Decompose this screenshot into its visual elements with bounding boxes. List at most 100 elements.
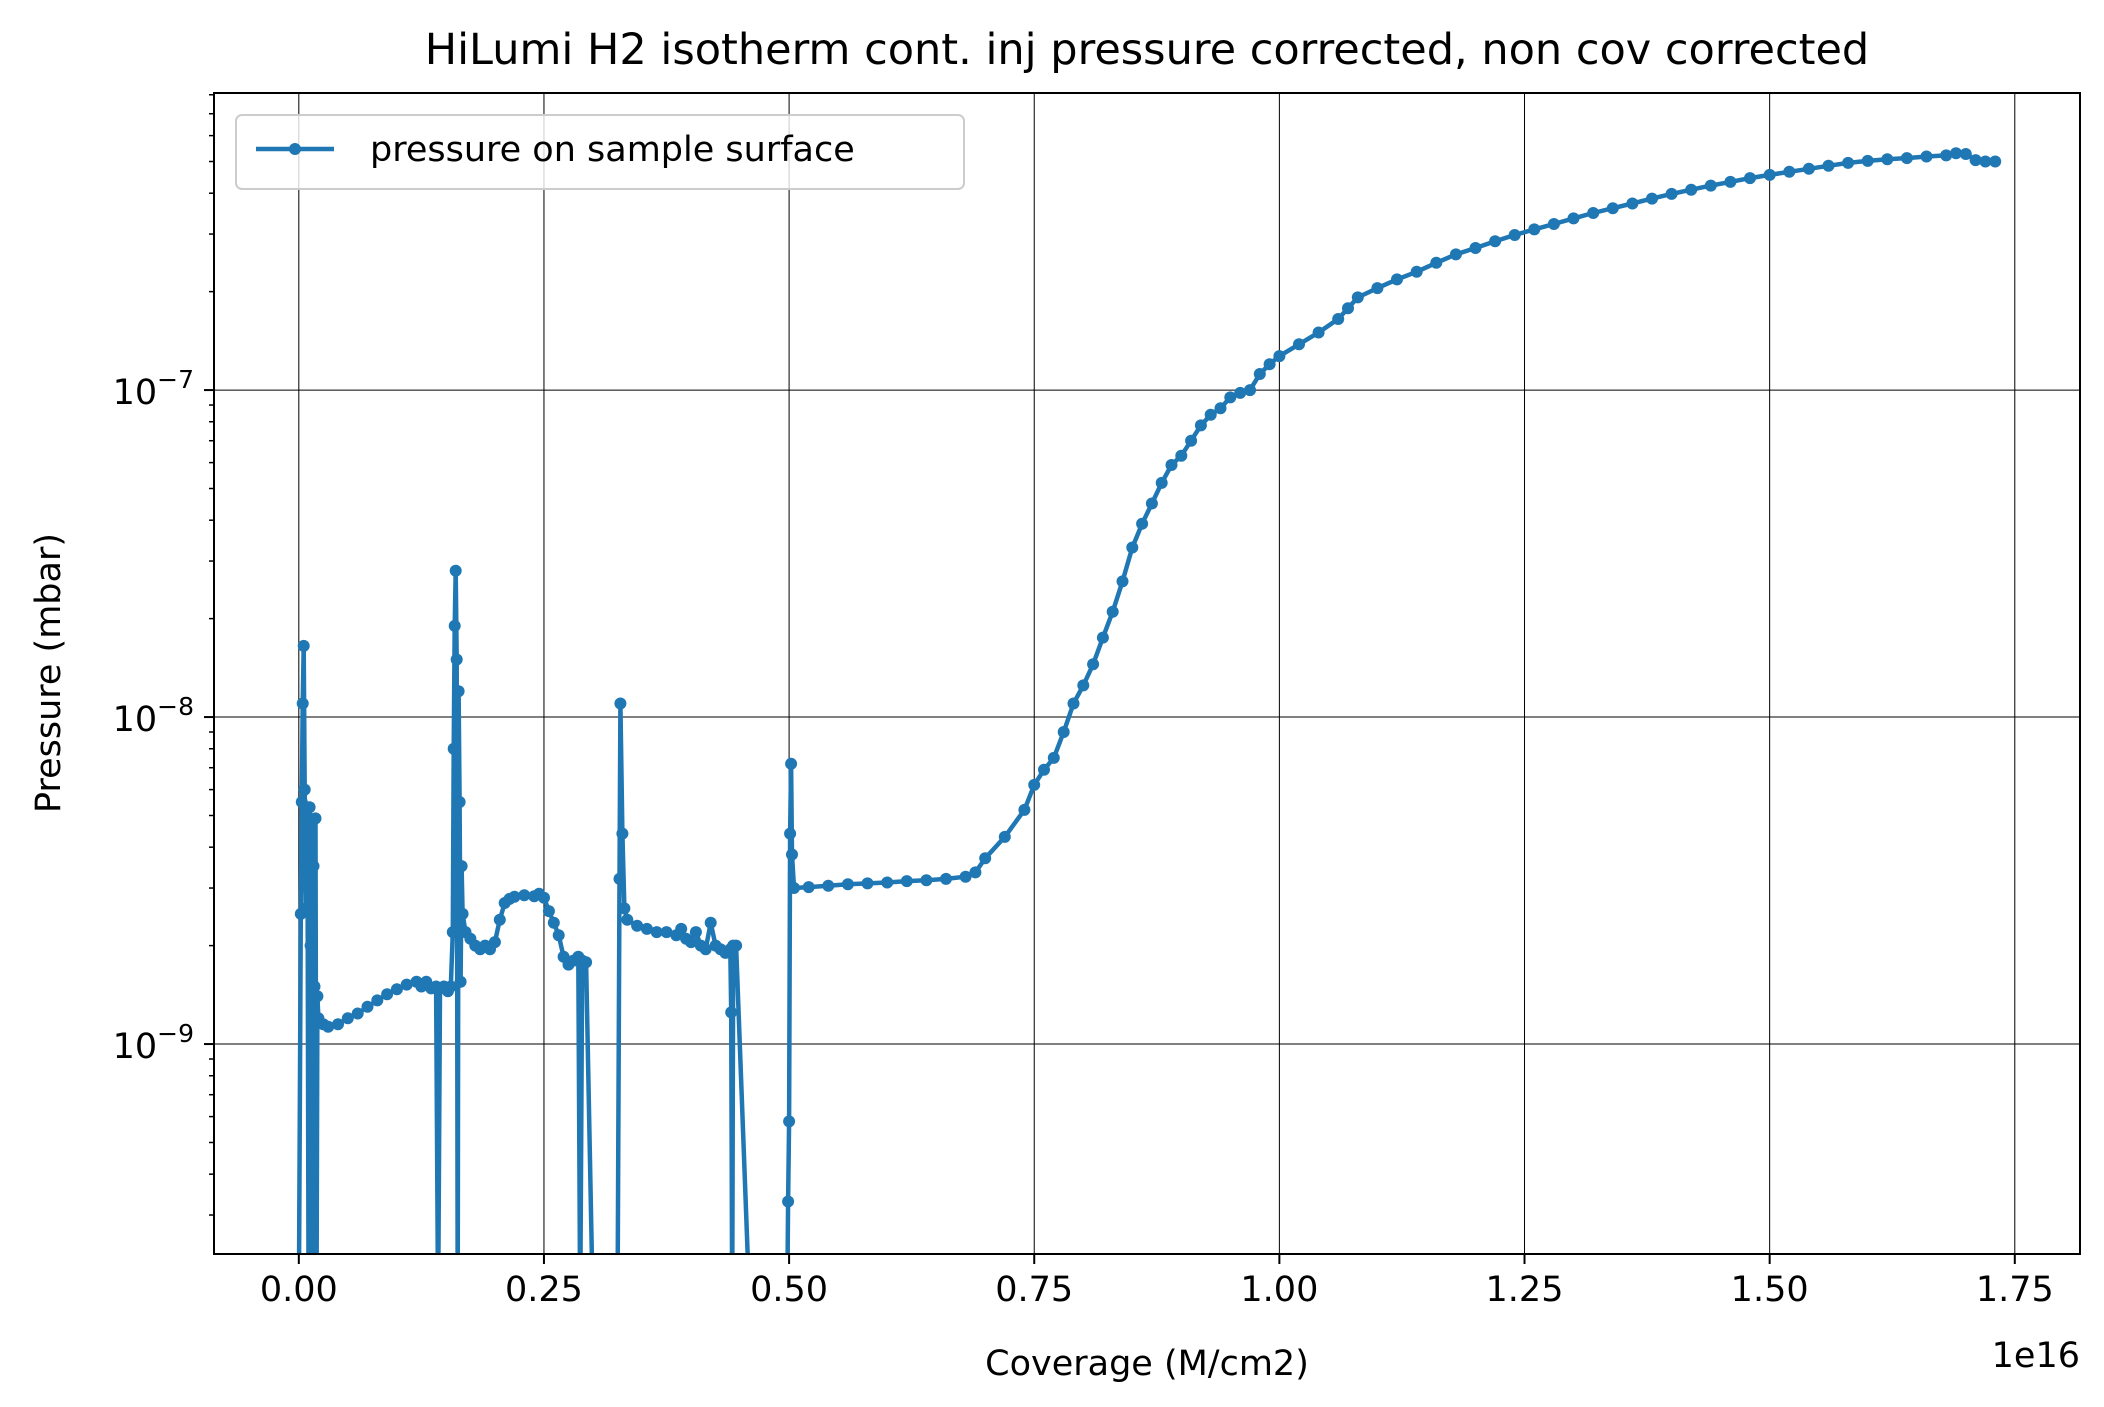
data-point [920,874,933,887]
data-point [322,1020,335,1033]
data-point [881,876,894,889]
data-point [446,926,459,939]
data-point [447,742,460,755]
data-point [1136,517,1149,530]
data-point [1028,778,1041,791]
y-tick-label: 10−7 [113,365,194,413]
data-point [547,916,560,929]
data-point [298,783,311,796]
data-point [1126,541,1139,554]
legend-marker-icon [289,143,301,155]
data-point [784,827,797,840]
data-point [1185,434,1198,447]
data-point [456,907,469,920]
data-point [1263,358,1276,371]
data-point [1587,207,1600,219]
data-point [1646,192,1658,205]
data-point [1067,697,1080,710]
data-point [308,980,321,993]
data-point [979,852,992,865]
x-tick-label: 1.00 [1240,1270,1318,1310]
data-point [309,812,322,825]
legend-box [235,114,965,190]
data-point [1665,187,1678,200]
data-point [1528,223,1541,236]
data-point [689,926,702,939]
data-point [450,653,463,666]
data-point [785,757,798,770]
data-point [802,881,815,894]
data-point [1371,282,1384,295]
plot-area [214,93,2080,1254]
data-point [508,890,521,903]
data-point [299,902,312,915]
data-point [1155,476,1168,489]
data-point [1351,291,1364,304]
data-point [1685,183,1698,196]
data-point [631,919,644,932]
data-point [552,929,565,942]
x-tick-label: 1.25 [1486,1270,1564,1310]
data-point [1077,679,1090,692]
data-point [900,875,913,888]
data-point [1194,419,1207,432]
data-point [822,879,835,892]
grid [214,93,2080,1254]
data-point [1744,172,1756,185]
data-point [455,860,468,873]
data-point [304,939,317,952]
data-point [730,939,743,952]
data-point [1724,175,1737,188]
data-point [660,926,673,939]
x-tick-label: 0.25 [505,1270,583,1310]
data-point [1018,803,1031,816]
legend: pressure on sample surface [235,114,965,190]
data-point [1547,218,1560,230]
data-point [1449,248,1462,261]
data-point [444,980,457,993]
data-point [782,1195,795,1208]
data-point [1253,368,1266,380]
data-point [452,685,465,698]
data-point [361,1000,374,1013]
x-tick-label: 0.00 [260,1270,338,1310]
data-point [301,882,314,894]
data-point [1959,148,1972,160]
x-tick-label: 0.50 [750,1270,828,1310]
data-point [650,926,663,939]
chart-title: HiLumi H2 isotherm cont. inj pressure co… [425,25,1869,75]
data-point [959,870,972,883]
data-point [1508,229,1521,241]
data-point [1312,326,1325,339]
data-point [1332,313,1345,325]
data-point [381,988,394,1001]
data-point [390,983,403,996]
data-point [1204,408,1217,421]
data-point [493,913,506,926]
data-point [613,872,626,885]
data-point [783,1115,796,1128]
data-point [1969,154,1982,167]
data-point [1244,384,1256,397]
data-point [1165,459,1178,471]
data-point [449,564,462,577]
x-tick-label: 0.75 [995,1270,1073,1310]
y-tick-label: 10−9 [113,1019,194,1067]
data-point [488,936,501,949]
data-point [621,913,634,926]
axis-ticks: 0.00 0.25 0.50 0.75 1.00 1.25 1.50 1.75 10−9 10−8… [113,94,2054,1310]
data-point [699,943,712,956]
data-point [1626,197,1639,210]
data-point [542,905,555,918]
data-point [1842,156,1855,169]
data-point [1704,179,1717,192]
data-point [1763,168,1776,181]
data-point [1214,402,1227,415]
data-point [969,866,982,879]
plot-frame [213,92,2081,1255]
data-point [1038,763,1050,776]
data-point [538,891,550,904]
data-point [1920,150,1933,163]
data-point [448,619,461,632]
